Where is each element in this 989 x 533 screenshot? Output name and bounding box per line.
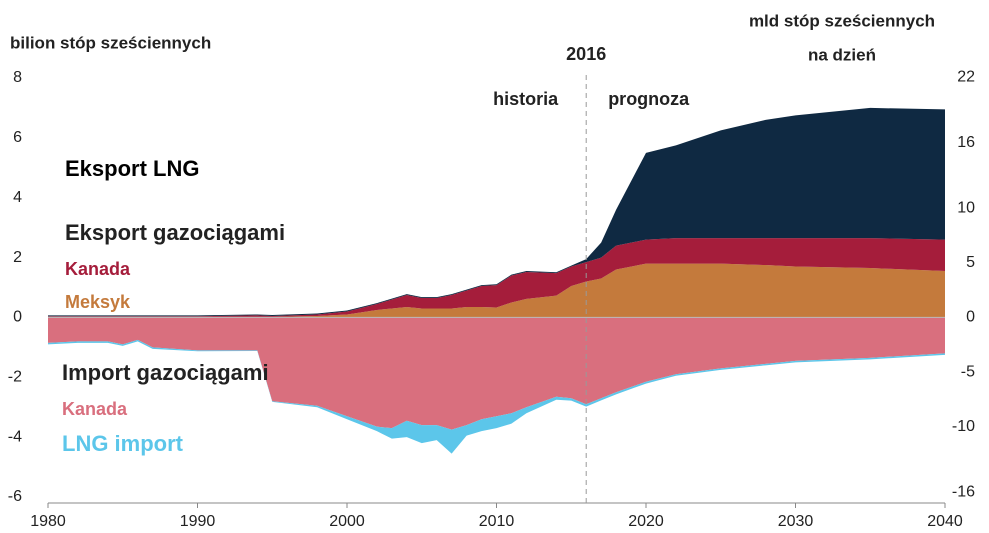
series-label: Eksport LNG: [65, 156, 199, 181]
y-tick-label: -2: [8, 369, 22, 386]
annotation: Import gazociągami: [62, 360, 269, 385]
annotation: prognoza: [608, 89, 690, 109]
y-axis-label: bilion stóp sześciennych: [10, 33, 211, 52]
y2-tick-label: 16: [957, 134, 975, 151]
y2-tick-label: 10: [957, 199, 975, 216]
y-tick-label: 0: [13, 309, 22, 326]
series-label: Meksyk: [65, 292, 131, 312]
x-tick-label: 2030: [778, 513, 814, 530]
x-tick-label: 2000: [329, 513, 365, 530]
area: [48, 107, 945, 317]
annotation: 2016: [566, 44, 606, 64]
x-tick-label: 1980: [30, 513, 66, 530]
y-tick-label: 2: [13, 249, 22, 266]
y2-tick-label: -16: [952, 483, 975, 500]
y2-tick-label: -10: [952, 418, 975, 435]
y-tick-label: 8: [13, 69, 22, 86]
area: [48, 339, 945, 454]
x-tick-label: 1990: [180, 513, 216, 530]
area: [48, 317, 945, 430]
area: [48, 263, 945, 318]
x-tick-label: 2010: [479, 513, 515, 530]
x-tick-label: 2040: [927, 513, 963, 530]
y2-axis-label: na dzień: [808, 45, 876, 64]
series-label: Kanada: [62, 399, 128, 419]
y2-tick-label: 5: [966, 254, 975, 271]
y-tick-label: 4: [13, 189, 22, 206]
area: [48, 238, 945, 317]
y2-tick-label: 22: [957, 68, 975, 85]
x-tick-label: 2020: [628, 513, 664, 530]
y-tick-label: -4: [8, 428, 22, 445]
y2-axis-label: mld stóp sześciennych: [749, 11, 935, 30]
y-tick-label: 6: [13, 129, 22, 146]
y2-tick-label: 0: [966, 309, 975, 326]
series-label: LNG import: [62, 431, 184, 456]
series-label: Kanada: [65, 259, 131, 279]
y2-tick-label: -5: [961, 363, 975, 380]
y-tick-label: -6: [8, 488, 22, 505]
annotation: historia: [493, 89, 559, 109]
annotation: Eksport gazociągami: [65, 220, 285, 245]
